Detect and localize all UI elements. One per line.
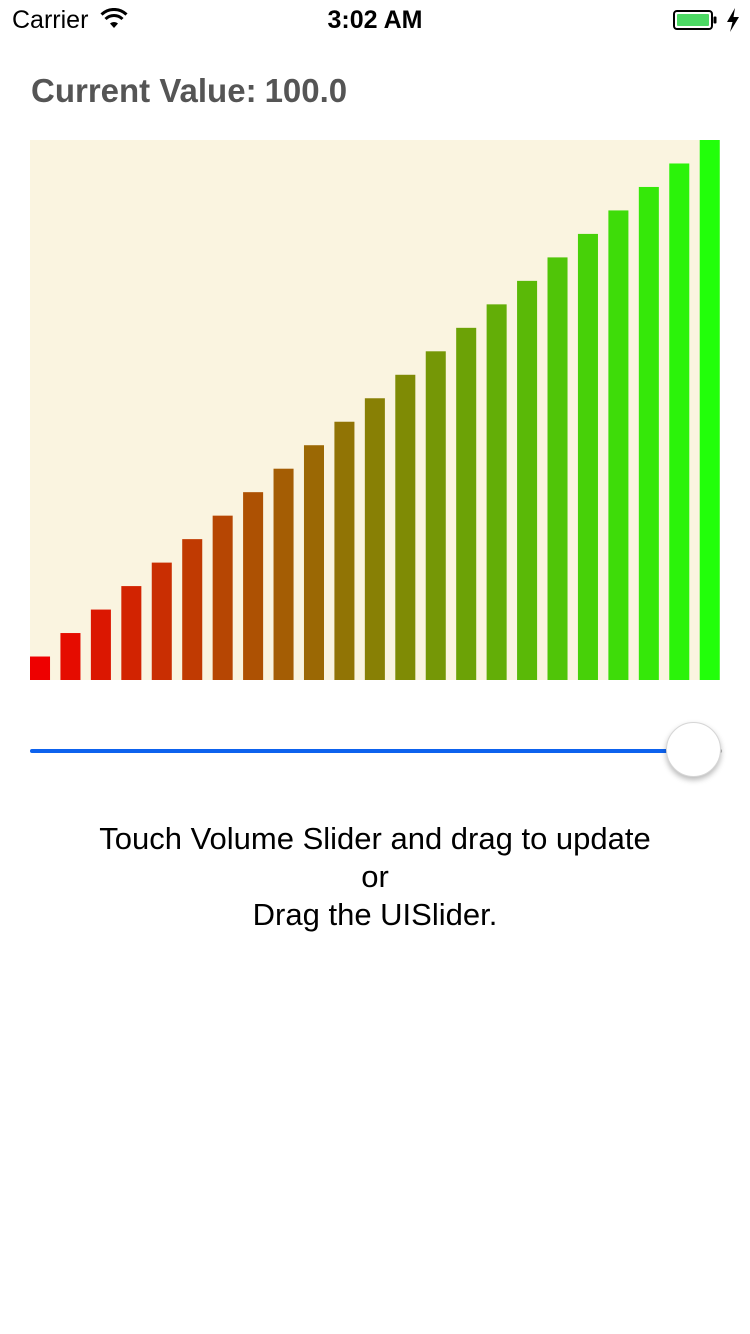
volume-bar-14 (425, 351, 446, 680)
volume-bar-17 (517, 280, 538, 680)
volume-bar-18 (547, 257, 568, 680)
volume-bar-19 (577, 233, 598, 680)
current-value-label: Current Value: 100.0 (31, 72, 347, 110)
volume-bar-chart[interactable] (30, 140, 720, 680)
volume-bar-chart-svg (30, 140, 720, 680)
battery-icon (673, 10, 717, 30)
instructions-line-1: Touch Volume Slider and drag to update (99, 821, 651, 856)
volume-bar-15 (456, 327, 477, 680)
volume-bar-13 (395, 374, 416, 680)
instructions-line-2: or (361, 859, 389, 894)
instructions-line-3: Drag the UISlider. (252, 897, 498, 932)
slider-thumb[interactable] (666, 722, 721, 777)
volume-slider[interactable] (30, 722, 722, 780)
volume-bar-20 (608, 210, 629, 680)
volume-bar-9 (273, 468, 294, 680)
volume-bar-23 (699, 140, 720, 680)
volume-bar-6 (182, 539, 203, 680)
volume-bar-4 (121, 586, 142, 680)
carrier-label: Carrier (12, 6, 89, 34)
slider-track-min (30, 749, 694, 753)
wifi-icon (100, 8, 128, 28)
volume-bar-10 (303, 445, 324, 680)
instructions-text: Touch Volume Slider and drag to update o… (0, 820, 750, 934)
volume-bar-7 (212, 515, 233, 680)
status-time: 3:02 AM (327, 6, 423, 34)
volume-bar-21 (638, 186, 659, 680)
volume-bar-8 (243, 492, 264, 680)
charging-bolt-icon (727, 8, 739, 32)
volume-bar-2 (60, 633, 81, 680)
current-value-number: 100.0 (264, 72, 348, 109)
volume-bar-3 (90, 609, 111, 680)
current-value-prefix: Current Value: (31, 72, 257, 109)
volume-bar-12 (364, 398, 385, 680)
volume-bar-22 (669, 163, 690, 680)
volume-bar-5 (151, 562, 172, 680)
volume-bar-11 (334, 421, 355, 680)
volume-bar-16 (486, 304, 507, 680)
volume-bar-1 (30, 656, 51, 680)
status-bar: Carrier 3:02 AM (0, 0, 750, 40)
